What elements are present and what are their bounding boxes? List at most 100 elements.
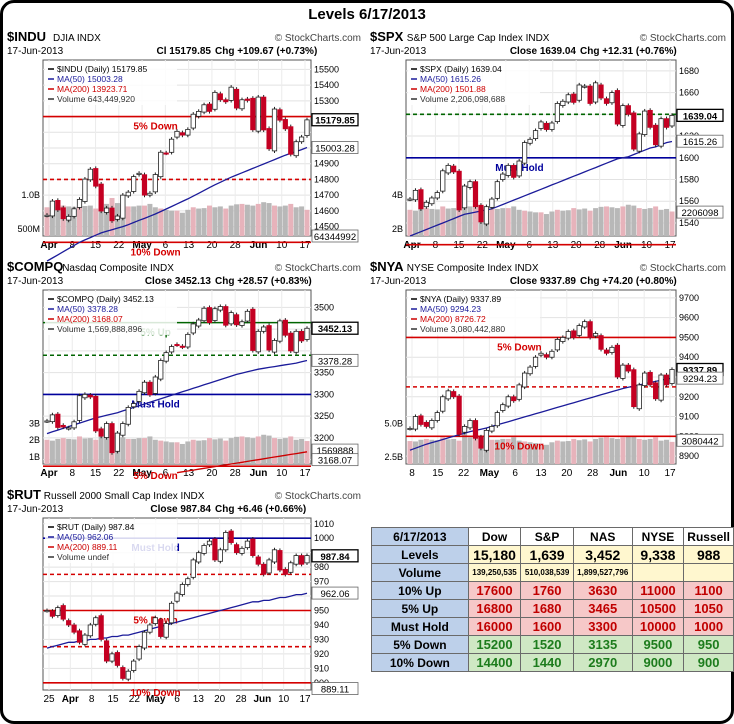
x-tick-label: 17 xyxy=(299,468,311,479)
volume-bar xyxy=(653,437,659,464)
table-cell: 9000 xyxy=(631,653,685,672)
volume-bar xyxy=(125,206,131,236)
legend-entry: MA(50) 9294.23 xyxy=(420,304,481,314)
volume-bar xyxy=(185,441,191,464)
volume-bar xyxy=(239,436,245,464)
y-tick-label: 3300 xyxy=(314,389,334,399)
price-tag-label: 1615.26 xyxy=(683,137,717,148)
candle-body xyxy=(158,360,164,380)
candle-body xyxy=(418,189,424,210)
volume-bar xyxy=(614,208,620,236)
x-tick-label: 28 xyxy=(235,694,247,705)
volume-bar xyxy=(261,434,267,464)
candle-body xyxy=(647,109,653,128)
volume-bar xyxy=(423,208,429,236)
x-tick-label: 13 xyxy=(535,468,547,479)
candle-body xyxy=(158,151,164,178)
volume-bar xyxy=(250,205,256,236)
candle-body xyxy=(571,93,577,103)
chart-symbol: $SPX xyxy=(370,29,404,44)
y-tick-label: 15300 xyxy=(314,96,339,106)
table-row-levels: Levels 15,180 1,639 3,452 9,338 988 xyxy=(371,545,734,564)
volume-axis-label: 500M xyxy=(17,224,40,234)
candle-body xyxy=(244,98,251,101)
candle-body xyxy=(538,352,544,356)
candle-body xyxy=(282,119,288,130)
volume-bar xyxy=(598,437,604,464)
price-tag-label: 3168.07 xyxy=(318,456,352,467)
y-tick-label: 1580 xyxy=(679,175,699,185)
volume-bar xyxy=(299,206,305,236)
volume-bar xyxy=(147,203,153,236)
candle-body xyxy=(456,170,462,211)
candle-body xyxy=(93,168,99,187)
y-tick-label: 9200 xyxy=(679,392,699,402)
candle-body xyxy=(658,374,664,401)
x-tick-label: Jun xyxy=(610,468,628,479)
candle-body xyxy=(636,384,642,410)
y-tick-label: 9100 xyxy=(679,412,699,422)
candle-body xyxy=(429,197,435,205)
price-tag-box xyxy=(311,353,359,367)
volume-bar xyxy=(598,206,604,236)
x-tick-label: 8 xyxy=(69,468,75,479)
level-label: 10% Down xyxy=(131,688,181,699)
volume-bar xyxy=(489,208,495,236)
volume-bar xyxy=(174,442,180,464)
legend-entry: Volume 1,569,888,896 xyxy=(57,324,142,334)
volume-bar xyxy=(473,201,478,236)
candle-body xyxy=(554,103,560,123)
volume-bar xyxy=(169,210,175,236)
x-tick-label: 15 xyxy=(107,694,119,705)
volume-bar xyxy=(239,203,245,236)
stockcharts-watermark: © StockCharts.com xyxy=(640,33,726,44)
volume-axis-label: 2B xyxy=(29,435,40,445)
volume-bar xyxy=(223,440,229,464)
candle-body xyxy=(66,427,72,430)
level-label: 10% Down xyxy=(131,247,181,258)
candle-body xyxy=(147,624,153,633)
table-cell: 1680 xyxy=(520,599,574,618)
candle-body xyxy=(212,91,218,110)
x-tick-label: 15 xyxy=(90,468,102,479)
y-tick-label: 9600 xyxy=(679,313,699,323)
candle-body xyxy=(44,214,50,217)
candle-body xyxy=(239,547,245,554)
x-tick-label: May xyxy=(132,468,152,479)
table-cell: 3,452 xyxy=(572,545,633,564)
legend-box xyxy=(45,520,177,563)
x-tick-label: 28 xyxy=(594,240,606,251)
candle-body xyxy=(114,432,121,452)
legend-entry: MA(200) 1501.88 xyxy=(420,84,486,94)
volume-bar xyxy=(614,438,620,464)
volume-bar xyxy=(152,207,158,236)
price-tag-box xyxy=(311,586,359,600)
stockcharts-watermark: © StockCharts.com xyxy=(275,263,361,274)
candle-body xyxy=(663,118,670,128)
chart-spx: $SPX S&P 500 Large Cap Index INDX © StockC… xyxy=(368,28,730,256)
chart-date: 17-Jun-2013 xyxy=(370,46,427,57)
price-tag-label: 1569888 xyxy=(317,446,354,457)
volume-bar xyxy=(288,436,294,464)
candle-body xyxy=(494,412,500,427)
candle-body xyxy=(93,617,99,625)
candle-body xyxy=(250,97,256,131)
volume-bar xyxy=(77,202,82,236)
candle-body xyxy=(489,426,495,432)
volume-bar xyxy=(98,430,104,464)
volume-bar xyxy=(282,438,288,464)
price-tag-label: 1639.04 xyxy=(683,111,718,122)
volume-bar xyxy=(554,440,560,464)
candle-body xyxy=(614,90,621,125)
candle-body xyxy=(206,540,213,546)
candle-body xyxy=(266,325,272,351)
chart-change: Chg +6.46 (+0.66%) xyxy=(215,504,306,515)
volume-bar xyxy=(217,438,223,464)
volume-bar xyxy=(234,204,240,236)
volume-bar xyxy=(522,210,528,236)
volume-bar xyxy=(169,442,175,464)
volume-bar xyxy=(500,208,506,236)
candle-body xyxy=(598,335,604,350)
candle-body xyxy=(190,113,196,129)
volume-bar xyxy=(494,208,500,236)
